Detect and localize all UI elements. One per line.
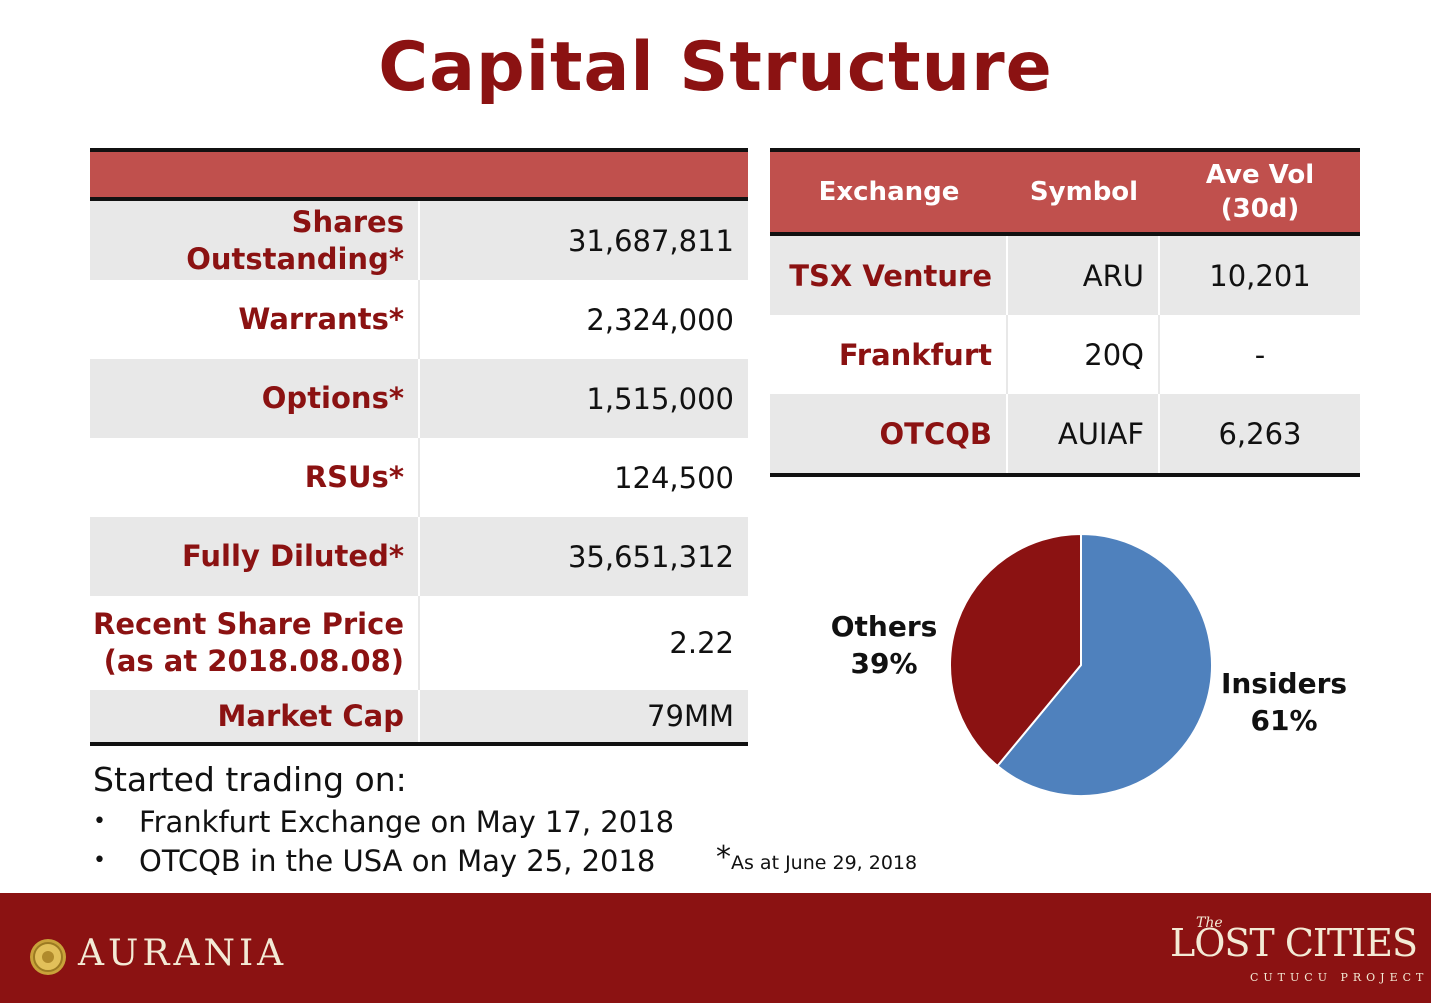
table-row: Market Cap 79MM [90,690,748,742]
header-volume: Ave Vol (30d) [1160,158,1360,226]
row-value: 1,515,000 [586,381,734,416]
row-label: RSUs* [90,438,420,517]
row-value: 79MM [647,699,734,733]
row-label: Warrants* [90,280,420,359]
pie-label-name: Others [830,610,938,643]
trading-list: • Frankfurt Exchange on May 17, 2018 • O… [93,802,674,880]
row-label: Options* [90,359,420,438]
exchange-symbol: AUIAF [1008,394,1160,473]
row-label: Recent Share Price (as at 2018.08.08) [90,596,420,690]
header-exchange: Exchange [818,177,960,207]
exchange-name: TSX Venture [770,236,1008,315]
row-label: Fully Diluted* [90,517,420,596]
pie-slice-others [949,532,1082,768]
list-item-text: OTCQB in the USA on May 25, 2018 [139,843,656,878]
bullet-icon: • [93,848,106,873]
row-value: 31,687,811 [567,223,734,258]
table-row: Options* 1,515,000 [90,359,748,438]
exchange-table: Exchange Symbol Ave Vol (30d) TSX Ventur… [770,148,1360,477]
capital-table: Shares Outstanding* 31,687,811 Warrants*… [90,148,748,746]
table-row: Fully Diluted* 35,651,312 [90,517,748,596]
exchange-volume: 6,263 [1218,416,1302,451]
aurania-brand: AURANIA [78,933,288,974]
capital-table-header [90,152,748,201]
table-row: Recent Share Price (as at 2018.08.08) 2.… [90,596,748,690]
exchange-volume: - [1254,337,1266,372]
pie-label-percent: 61% [1250,704,1318,737]
pie-svg [949,532,1213,797]
row-label: Shares Outstanding* [90,201,420,280]
footnote-text: As at June 29, 2018 [731,852,918,874]
pie-label-others: Others 39% [824,608,944,682]
table-row: Shares Outstanding* 31,687,811 [90,201,748,280]
gold-coin-logo-icon [28,937,68,981]
row-label-line: (as at 2018.08.08) [103,644,404,678]
pie-slice-insiders [996,532,1213,797]
exchange-name: OTCQB [770,394,1008,473]
pie-label-insiders: Insiders 61% [1220,665,1348,739]
trading-heading: Started trading on: [93,760,407,799]
header-volume-line: Ave Vol [1205,160,1315,190]
lost-cities-subtitle: CUTUCU PROJECT [1250,971,1429,984]
exchange-symbol: 20Q [1008,315,1160,394]
table-row: OTCQB AUIAF 6,263 [770,394,1360,473]
table-row: Warrants* 2,324,000 [90,280,748,359]
footnote: *As at June 29, 2018 [716,840,917,875]
row-label-line: Recent Share Price [93,607,404,641]
row-value: 124,500 [614,460,734,495]
list-item-text: Frankfurt Exchange on May 17, 2018 [139,804,675,839]
footer-bar: AURANIA The LOST CITIES CUTUCU PROJECT [0,893,1431,1003]
row-value: 35,651,312 [567,539,734,574]
bullet-icon: • [93,809,106,834]
list-item: • OTCQB in the USA on May 25, 2018 [93,841,674,880]
pie-label-name: Insiders [1220,667,1348,700]
exchange-symbol: ARU [1008,236,1160,315]
list-item: • Frankfurt Exchange on May 17, 2018 [93,802,674,841]
lost-cities-brand: LOST CITIES [1170,921,1418,965]
header-volume-line: (30d) [1220,194,1300,224]
table-row: RSUs* 124,500 [90,438,748,517]
table-row: Frankfurt 20Q - [770,315,1360,394]
header-symbol: Symbol [1029,177,1139,207]
row-value: 2,324,000 [586,302,734,337]
exchange-name: Frankfurt [770,315,1008,394]
page-title: Capital Structure [378,28,1053,107]
row-value: 2.22 [669,626,734,660]
lost-cities-the: The [1196,915,1223,931]
footnote-asterisk: * [716,840,731,875]
exchange-volume: 10,201 [1209,258,1311,293]
table-row: TSX Venture ARU 10,201 [770,236,1360,315]
pie-label-percent: 39% [850,647,918,680]
exchange-table-header: Exchange Symbol Ave Vol (30d) [770,152,1360,236]
ownership-pie-chart: Others 39% Insiders 61% [820,520,1380,820]
row-label: Market Cap [90,690,420,742]
